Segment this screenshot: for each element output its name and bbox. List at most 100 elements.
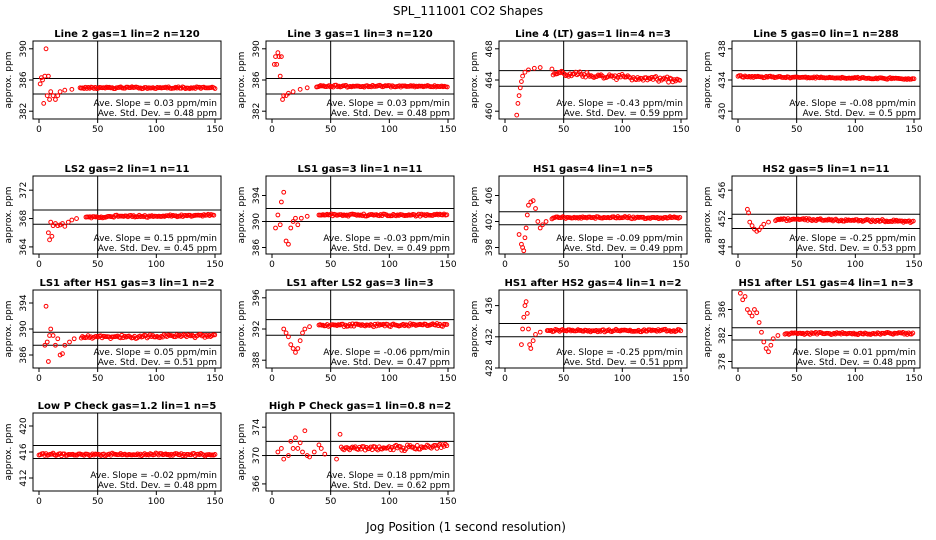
slope-annotation: Ave. Slope = -0.03 ppm/min: [323, 234, 450, 244]
y-axis-label: approx. ppm: [237, 301, 247, 358]
data-point: [515, 101, 521, 106]
data-point: [60, 351, 65, 357]
x-tick-label: 50: [92, 374, 104, 384]
data-point: [740, 297, 746, 303]
x-tick-label: 50: [791, 125, 803, 135]
data-point: [444, 84, 450, 90]
data-point: [290, 346, 296, 351]
x-tick-label: 100: [381, 497, 398, 507]
y-tick-label: 392: [252, 320, 262, 337]
y-tick-label: 436: [485, 297, 495, 314]
data-point: [288, 342, 294, 348]
panel-title: LS2 gas=2 lin=1 n=11: [65, 164, 190, 175]
data-point: [763, 346, 769, 351]
data-point: [302, 326, 308, 332]
y-axis-label: approx. ppm: [237, 52, 247, 109]
data-point: [47, 97, 52, 102]
data-point: [318, 446, 324, 451]
data-point: [275, 50, 281, 56]
y-tick-label: 420: [19, 417, 29, 434]
x-tick-label: 50: [325, 125, 337, 135]
std-dev-annotation: Ave. Std. Dev. = 0.45 ppm: [98, 244, 217, 254]
data-point: [444, 443, 450, 449]
x-tick-label: 0: [269, 260, 275, 270]
data-point: [62, 223, 68, 229]
data-point: [283, 238, 289, 244]
panel-title: Line 4 (LT) gas=1 lin=4 n=3: [515, 29, 671, 40]
y-tick-label: 448: [718, 238, 728, 255]
panel-title: HS1 gas=4 lin=1 n=5: [533, 164, 653, 175]
data-point: [288, 438, 294, 444]
data-point: [276, 54, 282, 59]
panel-title: Line 5 gas=0 lin=1 n=288: [753, 29, 899, 40]
y-tick-label: 366: [252, 475, 262, 492]
data-point: [297, 86, 303, 92]
y-tick-label: 468: [485, 40, 495, 57]
data-points: [514, 65, 683, 118]
x-tick-label: 150: [206, 125, 223, 135]
data-point: [290, 89, 296, 95]
data-point: [754, 310, 760, 316]
data-points: [275, 428, 450, 462]
x-tick-label: 100: [847, 125, 864, 135]
data-point: [212, 452, 218, 457]
y-tick-label: 396: [252, 289, 262, 306]
y-axis-label: approx. ppm: [470, 52, 480, 109]
y-tick-label: 460: [485, 102, 495, 119]
y-axis-label: approx. ppm: [237, 187, 247, 244]
x-tick-label: 50: [791, 374, 803, 384]
y-tick-label: 386: [19, 71, 29, 88]
data-point: [44, 339, 50, 345]
data-point: [910, 218, 916, 224]
x-tick-label: 50: [791, 260, 803, 270]
data-point: [44, 93, 50, 98]
panel-title: High P Check gas=1 lin=0.8 n=2: [269, 401, 451, 412]
data-point: [537, 329, 543, 335]
x-tick-label: 100: [381, 260, 398, 270]
slope-annotation: Ave. Slope = -0.25 ppm/min: [789, 234, 916, 244]
data-point: [45, 230, 51, 236]
data-point: [527, 342, 533, 348]
x-tick-label: 100: [148, 125, 165, 135]
std-dev-annotation: Ave. Std. Dev. = 0.49 ppm: [564, 244, 683, 254]
x-tick-label: 100: [148, 374, 165, 384]
data-point: [295, 446, 301, 451]
data-point: [910, 330, 916, 336]
std-dev-annotation: Ave. Std. Dev. = 0.5 ppm: [803, 109, 916, 119]
data-point: [304, 85, 310, 91]
y-tick-label: 456: [718, 181, 728, 198]
panel-title: HS1 after HS2 gas=4 lin=1 n=2: [504, 278, 681, 289]
data-point: [528, 199, 534, 205]
data-point: [334, 456, 339, 462]
data-point: [47, 237, 52, 243]
x-tick-label: 150: [672, 125, 689, 135]
x-tick-label: 150: [439, 374, 456, 384]
data-point: [290, 446, 296, 451]
data-point: [281, 189, 287, 195]
y-tick-label: 382: [252, 103, 262, 120]
y-tick-label: 398: [485, 239, 495, 256]
data-point: [280, 97, 285, 102]
data-point: [278, 446, 284, 451]
data-point: [43, 46, 49, 52]
y-axis-label: approx. ppm: [703, 301, 713, 358]
data-point: [211, 212, 217, 218]
slope-annotation: Ave. Slope = 0.03 ppm/min: [326, 99, 450, 109]
data-point: [444, 322, 450, 327]
data-point: [281, 93, 287, 98]
data-point: [756, 320, 762, 325]
y-axis-label: approx. ppm: [470, 187, 480, 244]
data-point: [530, 198, 536, 204]
data-point: [522, 303, 528, 309]
data-point: [322, 451, 328, 457]
data-point: [53, 97, 58, 102]
data-point: [737, 290, 743, 296]
x-tick-label: 50: [92, 497, 104, 507]
data-point: [273, 225, 278, 231]
data-point: [311, 449, 317, 455]
data-point: [519, 79, 524, 84]
data-point: [537, 225, 543, 231]
data-point: [911, 76, 917, 82]
data-point: [55, 336, 61, 342]
data-point: [752, 307, 757, 312]
